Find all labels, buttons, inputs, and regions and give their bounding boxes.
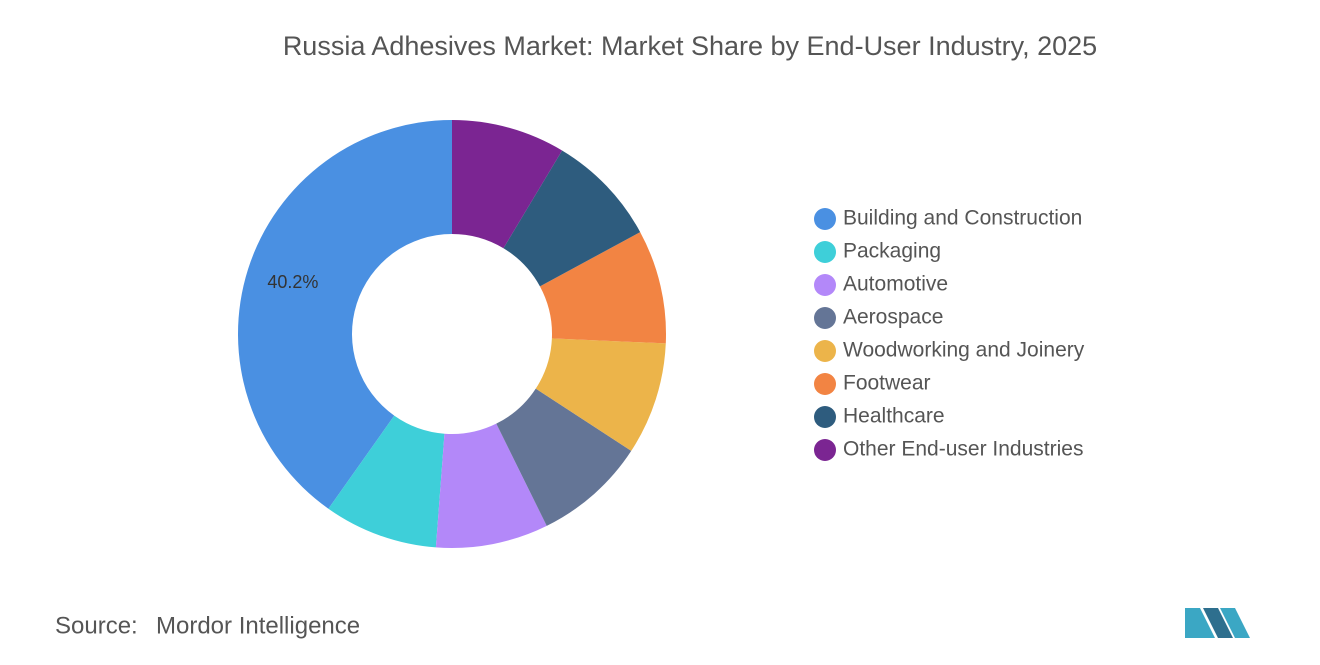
legend-marker [814, 373, 836, 395]
legend-label: Footwear [843, 372, 931, 395]
legend-label: Other End-user Industries [843, 438, 1083, 461]
legend-marker [814, 307, 836, 329]
donut-slice [496, 388, 632, 526]
source: Mordor Intelligence [156, 612, 360, 639]
data-label: 40.2% [267, 272, 318, 292]
legend-label: Automotive [843, 273, 948, 296]
chart-title: Russia Adhesives Market: Market Share by… [283, 31, 1097, 61]
legend-label: Healthcare [843, 405, 945, 428]
donut-slice [435, 423, 547, 548]
legend-label: Packaging [843, 240, 941, 263]
donut-slice [535, 338, 666, 451]
legend-label: Aerospace [843, 306, 943, 329]
donut-slice [237, 120, 452, 509]
source-label: Source: [55, 612, 138, 639]
legend-marker [814, 274, 836, 296]
legend-label: Building and Construction [843, 207, 1082, 230]
donut-slice [328, 415, 445, 548]
legend-marker [814, 439, 836, 461]
legend-marker [814, 340, 836, 362]
legend-marker [814, 406, 836, 428]
donut-slice [452, 120, 563, 249]
donut-slice [503, 150, 641, 287]
legend-marker [814, 208, 836, 230]
donut: 40.2% [237, 120, 666, 548]
logo [1185, 608, 1250, 638]
legend: Building and Construction Packaging Automo… [814, 207, 1085, 461]
legend-marker [814, 241, 836, 263]
donut-slice [539, 232, 666, 344]
legend-label: Woodworking and Joinery [843, 339, 1085, 362]
